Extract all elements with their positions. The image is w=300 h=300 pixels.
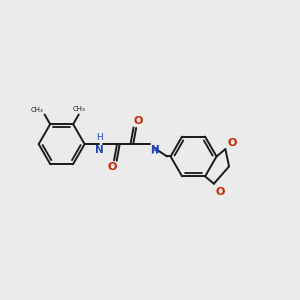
Text: N: N [95,145,104,155]
Text: H: H [151,148,157,157]
Text: O: O [134,116,143,126]
Text: CH₃: CH₃ [72,106,85,112]
Text: H: H [96,133,103,142]
Text: CH₃: CH₃ [30,107,43,113]
Text: O: O [216,187,225,197]
Text: N: N [151,145,159,155]
Text: O: O [107,162,116,172]
Text: O: O [227,138,236,148]
